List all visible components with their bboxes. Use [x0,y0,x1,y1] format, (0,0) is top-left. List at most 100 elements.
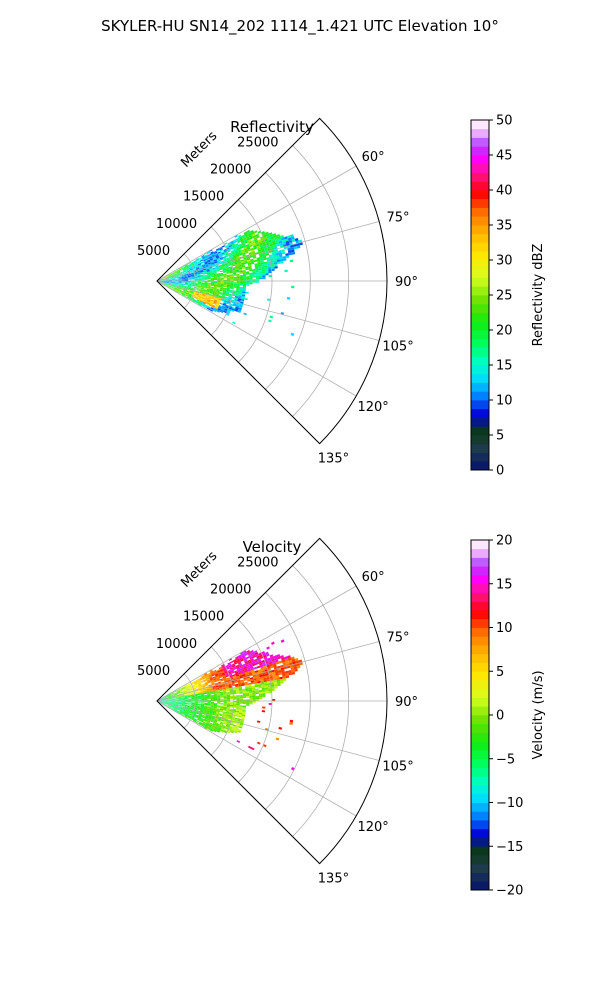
radar-cell [182,687,186,690]
radar-cell [177,692,181,694]
radar-cell [191,697,195,698]
radar-cell [210,719,214,722]
radar-cell [175,696,179,698]
radar-cell [232,664,236,668]
radar-cell [192,300,196,303]
radar-cell [262,275,266,278]
colorbar-swatch [471,820,489,830]
radar-cell [204,718,208,721]
radar-cell [180,288,184,290]
radar-cell [237,661,242,665]
radar-cell [178,699,182,701]
radar-cell [250,258,254,262]
radar-cell [254,652,259,656]
radar-cell [198,302,203,305]
radar-cell [207,277,211,279]
radar-cell [256,245,261,249]
radar-cell [242,691,246,694]
radar-cell [219,302,224,305]
radar-cell [274,250,279,254]
radar-cell [255,242,260,245]
radar-cell [229,708,233,711]
radar-cell [238,684,242,687]
radar-cell [164,276,169,278]
radar-cell [223,696,227,698]
colorbar-swatch [471,680,489,690]
radar-cell [189,688,193,691]
radar-cell [200,262,205,265]
radar-cell [184,282,189,284]
radar-cell [213,277,218,280]
azimuth-line [156,165,357,282]
radar-cell [223,694,227,697]
radar-cell [249,702,253,705]
radar-cell [228,293,233,296]
radar-cell [218,673,222,677]
radar-cell [223,248,227,252]
radar-cell [239,705,243,707]
radar-cell [201,279,205,281]
radar-cell [200,719,204,722]
radar-cell [207,261,211,264]
radar-cell [179,688,183,691]
radar-cell [203,269,207,272]
radar-cell [165,703,169,705]
radar-cell [273,262,278,265]
radar-cell [204,279,208,281]
radar-cell [234,683,239,686]
radar-cell [211,296,215,299]
radar-cell [222,712,226,715]
radar-cell [238,689,243,691]
radar-cell [162,281,166,283]
radar-cell [263,257,267,261]
radar-cell [168,275,172,277]
radar-cell [250,651,255,655]
radar-cell [240,669,245,672]
radar-cell [217,252,222,255]
radar-cell [175,277,179,279]
radar-cell [212,687,216,690]
radar-cell [262,654,267,658]
radar-cell [249,244,253,248]
azimuth-tick-label: 60° [362,150,385,165]
radar-cell [237,263,242,266]
radar-cell [184,698,189,700]
radar-cell [234,727,239,731]
radar-cell [219,730,224,734]
radar-cell [237,654,242,658]
radar-cell [214,726,218,730]
radar-cell [233,660,238,664]
colorbar-swatch [471,855,489,865]
radar-cell [168,285,172,287]
radar-cell [195,712,200,715]
radar-cell [213,274,218,277]
radar-cell [189,689,194,691]
radar-cell [253,230,258,234]
colorbar-swatch [471,872,489,882]
radar-cell [203,692,207,694]
radar-cell [196,720,200,723]
radar-cell [219,257,224,260]
radar-cell [165,702,169,704]
radar-cell [202,303,206,306]
radar-cell [212,256,216,259]
radar-cell [230,241,235,245]
radar-cell [203,289,207,291]
radar-cell [194,263,198,265]
radar-cell [198,264,202,266]
radar-cell [235,712,239,714]
radar-cell [216,301,221,304]
radar-cell [255,275,260,278]
radar-cell [282,675,287,679]
radar-cell [255,281,260,283]
radar-cell [209,303,213,306]
radar-cell [197,682,201,685]
radar-cell [257,659,262,663]
radar-cell [182,712,186,715]
radar-cell [171,703,176,704]
radar-cell [183,290,187,292]
radar-cell [233,285,237,287]
radar-cell [274,670,279,674]
radar-cell [213,679,218,682]
radar-cell [241,712,246,715]
